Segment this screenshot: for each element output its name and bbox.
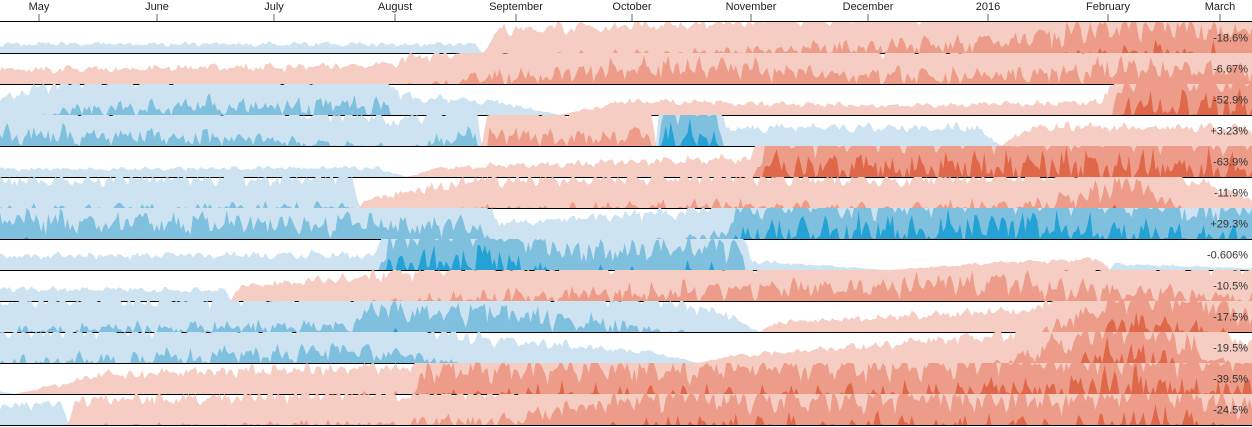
negative-band-2	[0, 394, 1252, 425]
negative-band-2	[0, 270, 1252, 301]
negative-band-2	[0, 55, 1252, 84]
positive-band-2	[0, 93, 1252, 115]
horizon-row: -24.5%	[0, 394, 1252, 426]
negative-band-1	[0, 332, 1252, 363]
row-value-label: +3.23%	[1210, 126, 1248, 138]
x-tick-label: March	[1205, 1, 1236, 13]
negative-band-2	[0, 363, 1252, 394]
positive-band-2	[0, 239, 1252, 270]
negative-band-2	[0, 332, 1252, 363]
horizon-row: -17.5%	[0, 301, 1252, 333]
negative-band-1	[0, 115, 1252, 146]
negative-band-1	[0, 301, 1252, 332]
negative-band-3	[0, 87, 1252, 115]
horizon-row: -39.5%	[0, 363, 1252, 395]
row-value-label: -52.9%	[1213, 95, 1248, 107]
negative-band-3	[0, 146, 1252, 177]
positive-band-2	[0, 301, 1252, 332]
horizon-row: -11.9%	[0, 177, 1252, 209]
horizon-row: -18.6%	[0, 22, 1252, 54]
x-tick-label: November	[726, 1, 777, 13]
negative-band-2	[0, 177, 1252, 208]
row-value-label: -6.67%	[1213, 64, 1248, 76]
x-tick-label: October	[612, 1, 651, 13]
horizon-row: -0.606%	[0, 239, 1252, 271]
x-tick-label: September	[489, 1, 543, 13]
negative-band-3	[0, 363, 1252, 394]
row-value-label: +29.3%	[1210, 219, 1248, 231]
negative-band-1	[0, 177, 1252, 208]
x-tick-label: December	[843, 1, 894, 13]
horizon-row: -63.9%	[0, 146, 1252, 178]
row-value-label: -39.5%	[1213, 374, 1248, 386]
horizon-row: -6.67%	[0, 53, 1252, 85]
x-axis: May June July August September October Novembe…	[29, 1, 1236, 21]
positive-band-1	[0, 177, 1252, 208]
horizon-row: -10.5%	[0, 270, 1252, 302]
negative-band-2	[0, 301, 1252, 332]
row-value-label: -11.9%	[1214, 188, 1248, 200]
negative-band-1	[0, 84, 1252, 115]
positive-band-1	[0, 84, 1252, 115]
horizon-rows: -18.6% -6.67% -52.9% +3.23% -63.9% -11.9% +29.…	[0, 21, 1252, 426]
x-tick-label: February	[1086, 1, 1131, 13]
row-value-label: -18.6%	[1213, 33, 1248, 45]
horizon-row: +3.23%	[0, 115, 1252, 147]
positive-band-1	[0, 41, 1252, 53]
negative-band-1	[0, 53, 1252, 84]
x-tick-label: June	[145, 1, 169, 13]
row-value-label: -24.5%	[1213, 405, 1248, 417]
horizon-row: -52.9%	[0, 84, 1252, 116]
negative-band-2	[0, 126, 1252, 146]
horizon-row: -19.5%	[0, 332, 1252, 364]
positive-band-2	[0, 342, 1252, 363]
row-value-label: -10.5%	[1213, 281, 1248, 293]
positive-band-1	[0, 115, 1252, 146]
positive-band-1	[0, 165, 1252, 177]
row-value-label: -63.9%	[1213, 157, 1248, 169]
positive-band-2	[0, 115, 1252, 146]
row-value-label: -0.606%	[1207, 250, 1248, 262]
x-tick-label: May	[29, 1, 50, 13]
row-value-label: -19.5%	[1213, 343, 1248, 355]
x-tick-label: 2016	[976, 1, 1000, 13]
x-tick-label: August	[378, 1, 412, 13]
row-value-label: -17.5%	[1213, 312, 1248, 324]
negative-band-3	[0, 39, 1252, 53]
positive-band-3	[0, 208, 1252, 239]
negative-band-1	[0, 22, 1252, 53]
horizon-row: +29.3%	[0, 208, 1252, 240]
negative-band-1	[0, 256, 1252, 270]
positive-band-1	[0, 285, 1252, 301]
negative-band-2	[0, 146, 1252, 177]
x-tick-label: July	[264, 1, 284, 13]
